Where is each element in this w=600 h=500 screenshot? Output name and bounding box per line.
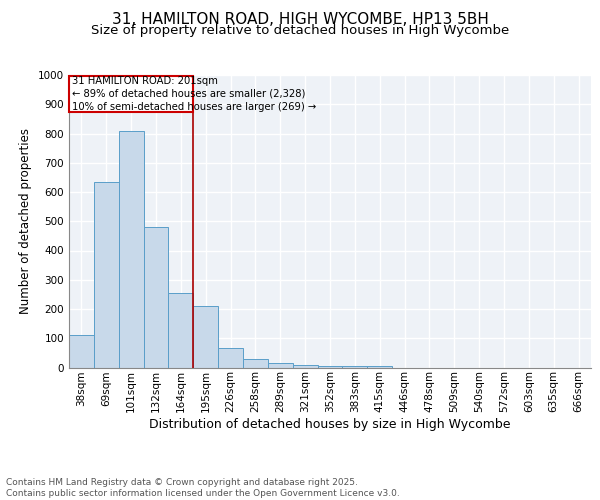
Bar bbox=[317, 366, 343, 368]
Bar bbox=[293, 364, 317, 368]
Bar bbox=[193, 306, 218, 368]
Bar bbox=[243, 358, 268, 368]
Y-axis label: Number of detached properties: Number of detached properties bbox=[19, 128, 32, 314]
Bar bbox=[69, 336, 94, 368]
Text: Size of property relative to detached houses in High Wycombe: Size of property relative to detached ho… bbox=[91, 24, 509, 37]
X-axis label: Distribution of detached houses by size in High Wycombe: Distribution of detached houses by size … bbox=[149, 418, 511, 431]
Text: Contains HM Land Registry data © Crown copyright and database right 2025.
Contai: Contains HM Land Registry data © Crown c… bbox=[6, 478, 400, 498]
Bar bbox=[268, 363, 293, 368]
Bar bbox=[169, 293, 193, 368]
Bar bbox=[343, 366, 367, 368]
FancyBboxPatch shape bbox=[70, 76, 193, 112]
Bar bbox=[218, 348, 243, 368]
Text: 31 HAMILTON ROAD: 201sqm
← 89% of detached houses are smaller (2,328)
10% of sem: 31 HAMILTON ROAD: 201sqm ← 89% of detach… bbox=[72, 76, 316, 112]
Bar bbox=[119, 130, 143, 368]
Bar bbox=[143, 227, 169, 368]
Text: 31, HAMILTON ROAD, HIGH WYCOMBE, HP13 5BH: 31, HAMILTON ROAD, HIGH WYCOMBE, HP13 5B… bbox=[112, 12, 488, 28]
Bar bbox=[94, 182, 119, 368]
Bar bbox=[367, 366, 392, 368]
